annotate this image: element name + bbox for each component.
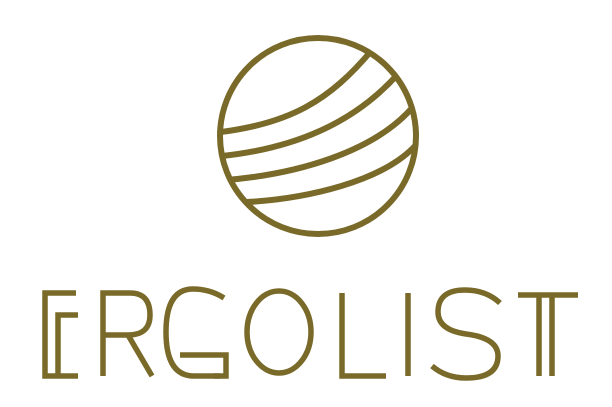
sphere-outline bbox=[217, 35, 419, 237]
letter-s bbox=[430, 287, 502, 381]
wordmark bbox=[42, 286, 578, 381]
striped-sphere-icon bbox=[217, 35, 419, 237]
letter-t bbox=[518, 292, 578, 376]
sphere-stripes bbox=[220, 47, 416, 206]
letter-g bbox=[163, 286, 229, 379]
letter-e bbox=[42, 290, 78, 379]
letter-l bbox=[339, 293, 386, 379]
letter-o bbox=[244, 288, 314, 376]
letter-r bbox=[100, 290, 155, 378]
